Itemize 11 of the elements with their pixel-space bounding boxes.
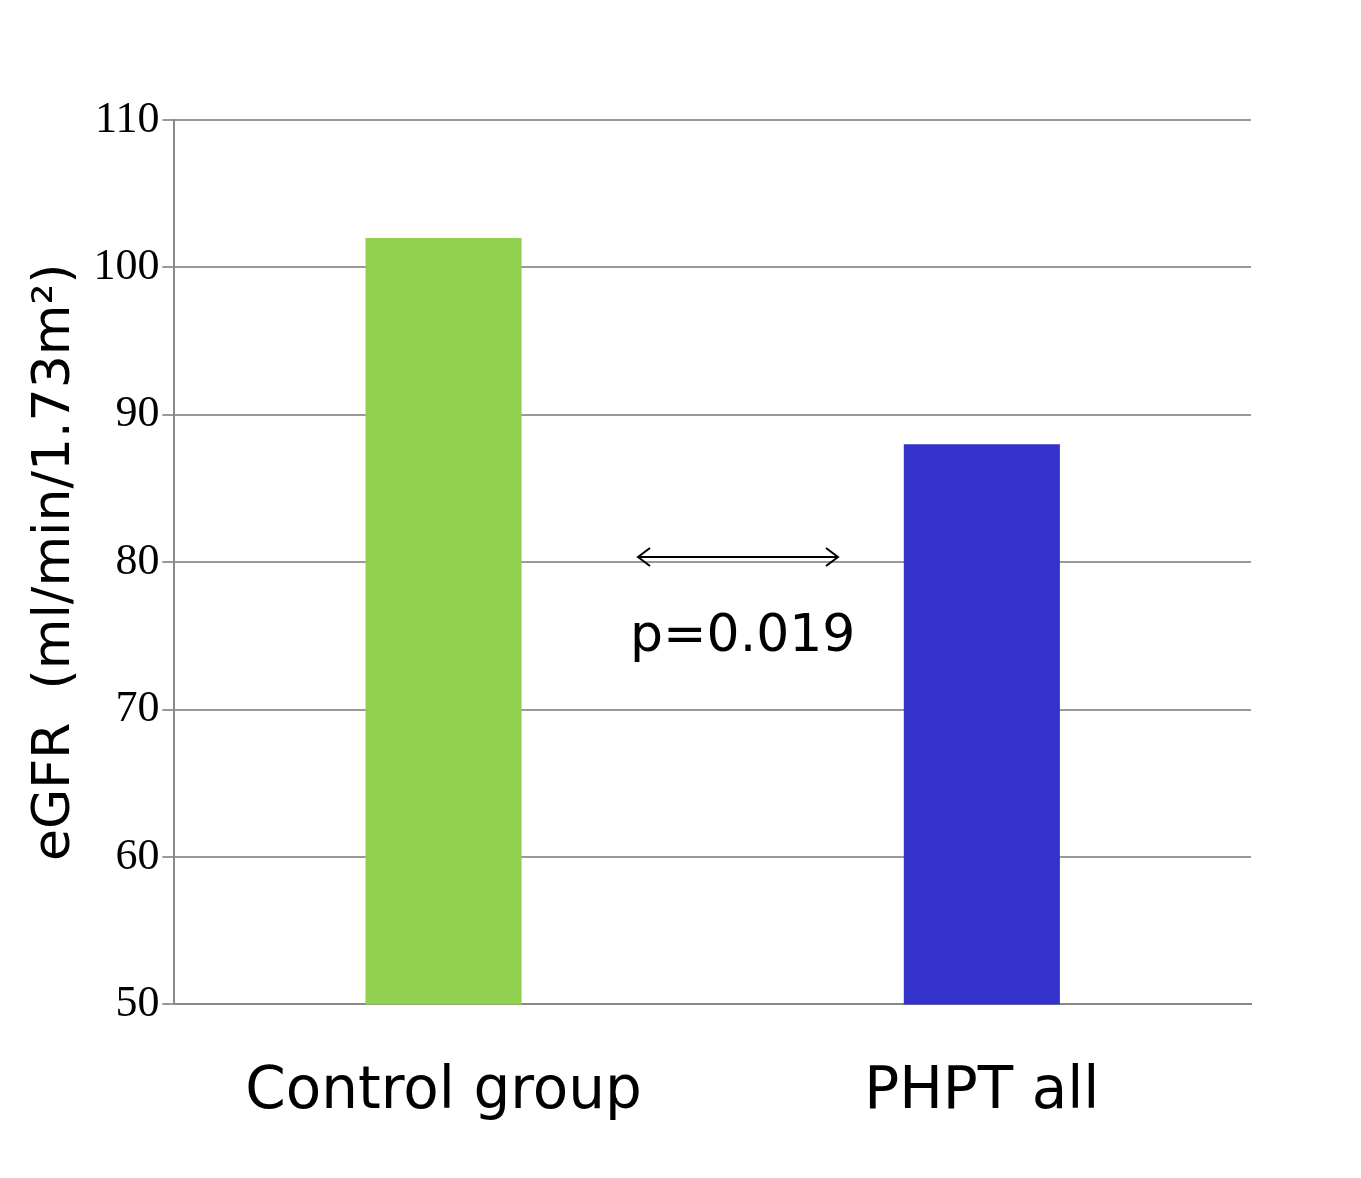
- y-axis-title: eGFR (ml/min/1.73m²): [20, 263, 81, 861]
- y-tick-label: 70: [115, 682, 160, 732]
- y-tick-label: 60: [115, 829, 160, 879]
- x-tick-label: Control group: [245, 1054, 642, 1123]
- y-tick-label: 110: [95, 92, 160, 142]
- x-tick-label: PHPT all: [864, 1054, 1100, 1123]
- y-tick-label: 90: [115, 387, 160, 437]
- y-tick-label: 80: [115, 534, 160, 584]
- annotation: p=0.019: [629, 602, 856, 663]
- y-tick-label: 100: [93, 239, 160, 289]
- y-tick-label: 50: [115, 976, 160, 1026]
